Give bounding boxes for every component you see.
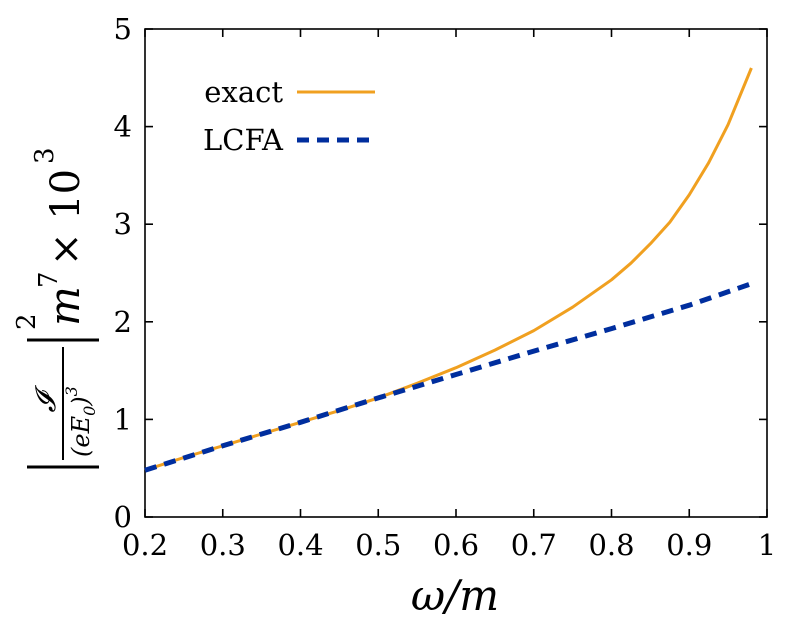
legend-label-exact: exact <box>204 75 283 109</box>
y-label-den-close: ) <box>67 396 95 406</box>
y-label-times: × 10 <box>43 169 89 266</box>
x-tick-label: 0.9 <box>666 528 712 562</box>
x-tick-label: 0.5 <box>355 528 401 562</box>
y-label-den-sup: 3 <box>62 386 81 396</box>
x-tick-label: 0.3 <box>200 528 246 562</box>
series-layer <box>144 67 753 473</box>
y-tick-label: 4 <box>114 110 132 144</box>
y-label-m-exp: 7 <box>34 271 64 288</box>
y-label-times-exp: 3 <box>30 147 60 164</box>
x-tick-label: 0.2 <box>122 528 168 562</box>
y-tick-label: 0 <box>114 500 132 534</box>
x-tick-label: 0.7 <box>511 528 557 562</box>
y-label-den-open: (eE <box>67 415 95 457</box>
y-tick-label: 1 <box>114 402 132 436</box>
y-label-m: m <box>40 286 89 326</box>
series-line-lcfa <box>144 281 753 473</box>
x-axis-label: ω/m <box>411 571 499 620</box>
x-tick-label: 1 <box>758 528 776 562</box>
y-label-outer-exp: 2 <box>12 313 42 330</box>
legend: exact LCFA <box>203 75 375 157</box>
y-tick-label: 2 <box>114 305 132 339</box>
legend-label-lcfa: LCFA <box>203 123 284 157</box>
y-label-denominator: (eE0)3 <box>62 386 99 457</box>
axis-ticks: 0.2 0.3 0.4 0.5 0.6 0.7 0.8 0.9 1 0 1 2 3 4 5 <box>114 12 777 562</box>
x-axis-label-text: ω/m <box>411 571 499 620</box>
x-tick-label: 0.6 <box>433 528 479 562</box>
y-label-den-sub: 0 <box>80 406 99 416</box>
x-tick-label: 0.8 <box>588 528 634 562</box>
y-tick-label: 3 <box>114 207 132 241</box>
y-tick-label: 5 <box>114 12 132 46</box>
x-tick-label: 0.4 <box>277 528 323 562</box>
